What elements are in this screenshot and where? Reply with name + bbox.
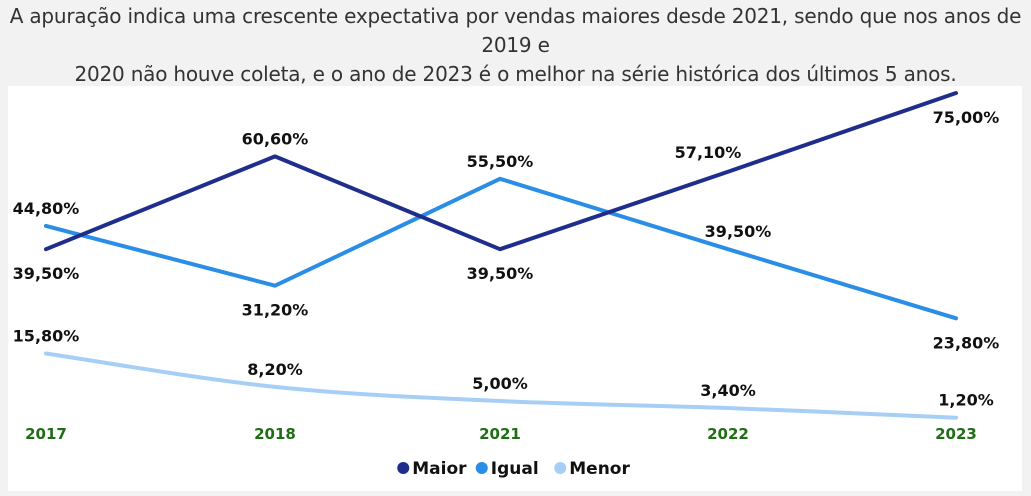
data-label-igual-2023: 23,80% [933,333,1000,352]
legend-label-maior: Maior [412,459,467,479]
data-label-igual-2018: 31,20% [242,301,309,320]
legend-label-menor: Menor [569,459,630,479]
x-tick-label-2018: 2018 [254,425,296,443]
x-tick-label-2021: 2021 [479,425,521,443]
legend-marker-igual [475,462,488,474]
data-label-menor-2022: 3,40% [700,381,756,400]
data-label-maior-2022: 57,10% [675,143,742,162]
data-label-igual-2017: 44,80% [13,199,80,218]
data-label-menor-2023: 1,20% [938,391,994,410]
x-tick-label-2017: 2017 [25,425,67,443]
line-chart: 39,50% 60,60% 39,50% 57,10% 75,00% 44,80% 31,2… [13,91,1000,479]
data-label-menor-2018: 8,20% [247,360,303,379]
caption-line-1: A apuração indica uma crescente expectat… [9,4,1022,57]
chart-panel: 39,50% 60,60% 39,50% 57,10% 75,00% 44,80% 31,2… [8,86,1022,491]
legend-marker-maior [397,462,410,474]
data-label-maior-2017: 39,50% [13,264,80,283]
x-tick-label-2023: 2023 [935,425,977,443]
legend-label-igual: Igual [491,459,539,479]
data-label-igual-2022: 39,50% [705,222,772,241]
series-line-maior [44,91,958,252]
data-label-maior-2021: 39,50% [467,264,534,283]
series-line-menor [44,351,958,420]
legend-marker-menor [554,462,567,474]
data-label-menor-2021: 5,00% [472,374,528,393]
data-label-igual-2021: 55,50% [467,152,534,171]
chart-caption: A apuração indica uma crescente expectat… [0,2,1031,89]
series-line-igual [44,176,958,321]
x-tick-label-2022: 2022 [707,425,749,443]
data-label-menor-2017: 15,80% [13,326,80,345]
data-label-maior-2023: 75,00% [933,108,1000,127]
caption-line-2: 2020 não houve coleta, e o ano de 2023 é… [74,62,957,86]
data-label-maior-2018: 60,60% [242,129,309,148]
